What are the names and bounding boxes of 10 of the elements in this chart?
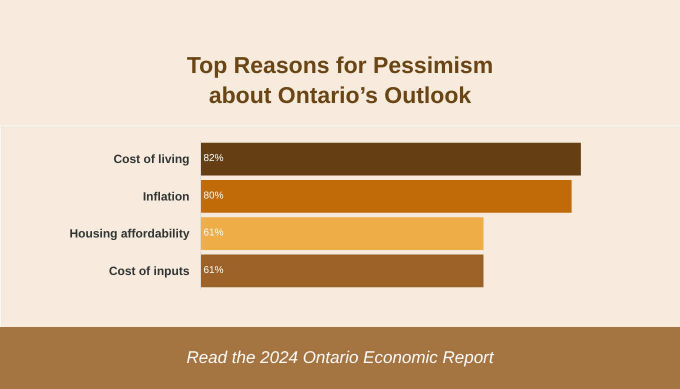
data-label: 61% xyxy=(204,228,224,239)
text: Read the 2024 Ontario Economic Report xyxy=(186,347,494,369)
y-tick-label: Cost of living xyxy=(114,152,190,166)
y-tick-label: Cost of inputs xyxy=(108,264,190,278)
data-label: 61% xyxy=(204,264,224,276)
data-label: 82% xyxy=(204,153,224,164)
y-tick-label: Inflation xyxy=(142,189,190,204)
chart-title: Top Reasons for Pessimism about Ontario’s Outlook xyxy=(186,51,494,110)
data-label: 80% xyxy=(204,190,224,202)
y-tick-label: Housing affordability xyxy=(70,226,190,241)
